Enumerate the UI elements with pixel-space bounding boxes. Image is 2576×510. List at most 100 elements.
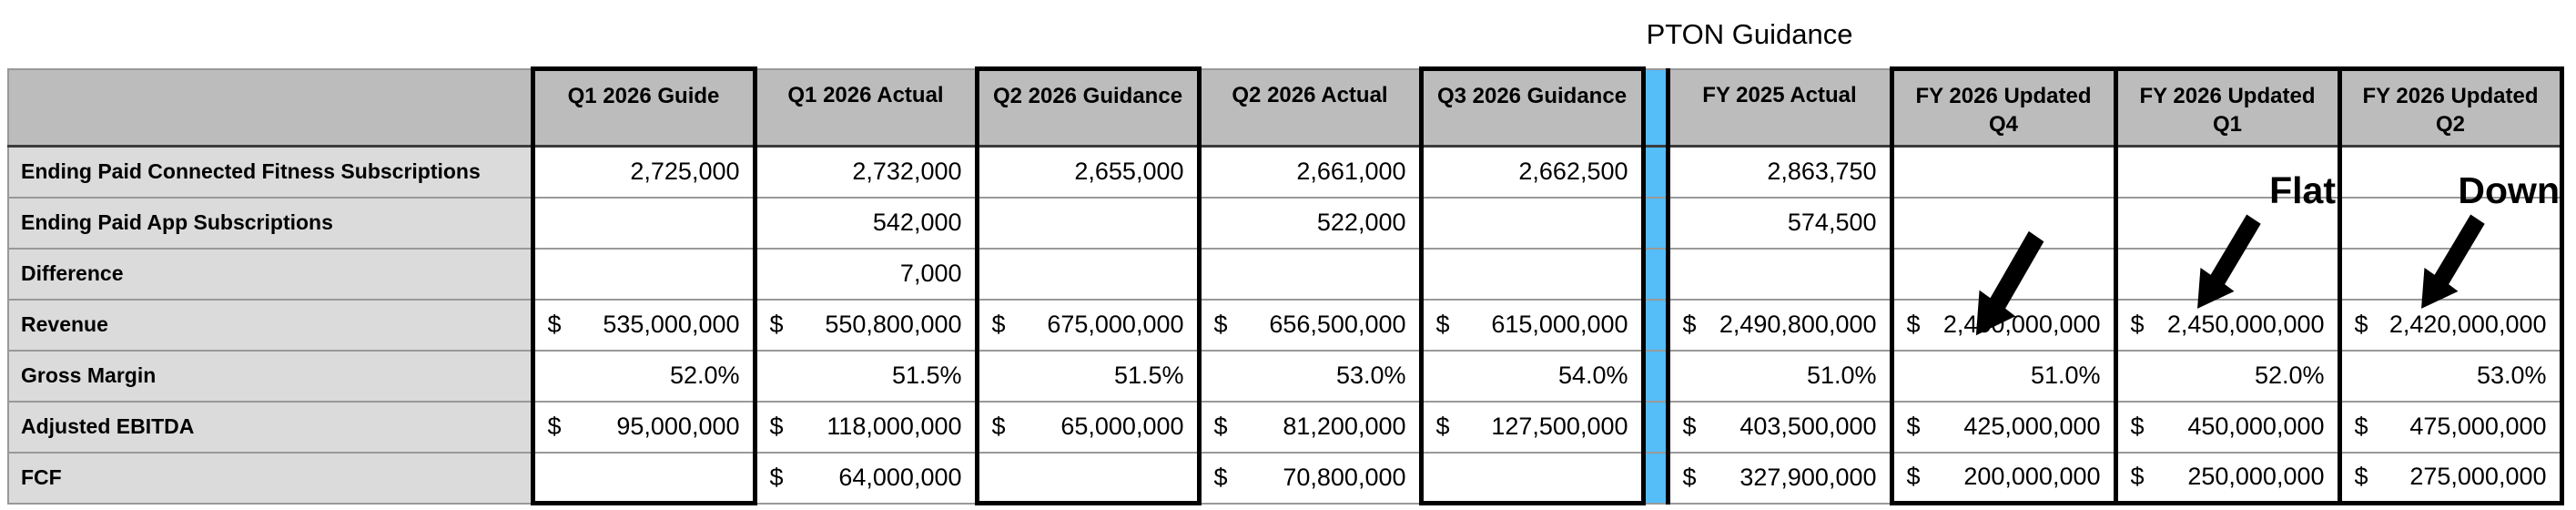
data-cell-q2-2026-guidance[interactable]: [974, 247, 1202, 301]
data-cell-q1-2026-guide[interactable]: $535,000,000: [530, 298, 757, 352]
row-label-cell[interactable]: Difference: [7, 247, 533, 301]
data-cell-q1-2026-guide[interactable]: [530, 247, 757, 301]
header-cell-fy-2026-updated-q1[interactable]: FY 2026 Updated Q1: [2113, 66, 2342, 148]
row-label-cell[interactable]: Gross Margin: [7, 349, 533, 403]
data-cell-fy-2026-updated-q2[interactable]: $2,420,000,000: [2337, 298, 2564, 352]
row-label-cell[interactable]: Adjusted EBITDA: [7, 400, 533, 454]
data-cell-fy-2026-updated-q1[interactable]: $250,000,000: [2113, 451, 2342, 505]
header-row: Q1 2026 Guide Q1 2026 Actual Q2 2026 Guida…: [7, 66, 2564, 148]
data-cell-q2-2026-guidance[interactable]: [974, 196, 1202, 250]
table-row: Adjusted EBITDA $95,000,000 $118,000,000 $6…: [7, 400, 2564, 454]
separator-cell[interactable]: [1642, 298, 1668, 352]
data-cell-fy-2026-updated-q4[interactable]: $200,000,000: [1889, 451, 2118, 505]
data-cell-fy-2025-actual[interactable]: 2,863,750: [1665, 145, 1892, 199]
row-label-cell[interactable]: Ending Paid Connected Fitness Subscripti…: [7, 145, 533, 199]
data-cell-q2-2026-actual[interactable]: 2,661,000: [1198, 145, 1422, 199]
data-cell-fy-2025-actual[interactable]: 574,500: [1665, 196, 1892, 250]
data-cell-q2-2026-guidance[interactable]: [974, 451, 1202, 505]
data-cell-q1-2026-actual[interactable]: 7,000: [754, 247, 978, 301]
data-cell-fy-2026-updated-q1[interactable]: 52.0%: [2113, 349, 2342, 403]
down-annotation: Down: [2458, 169, 2560, 211]
flat-annotation: Flat: [2269, 169, 2336, 211]
data-cell-q1-2026-actual[interactable]: $64,000,000: [754, 451, 978, 505]
data-cell-q3-2026-guidance[interactable]: $615,000,000: [1418, 298, 1646, 352]
row-label-cell[interactable]: FCF: [7, 451, 533, 505]
data-cell-q1-2026-guide[interactable]: [530, 196, 757, 250]
data-cell-q3-2026-guidance[interactable]: [1418, 451, 1646, 505]
data-cell-q1-2026-guide[interactable]: 2,725,000: [530, 145, 757, 199]
data-cell-fy-2026-updated-q2[interactable]: [2337, 196, 2564, 250]
data-cell-q1-2026-guide[interactable]: 52.0%: [530, 349, 757, 403]
header-cell-fy-2025-actual[interactable]: FY 2025 Actual: [1665, 67, 1892, 148]
data-cell-q2-2026-guidance[interactable]: 2,655,000: [974, 145, 1202, 199]
separator-cell[interactable]: [1642, 247, 1668, 301]
data-cell-q1-2026-guide[interactable]: [530, 451, 757, 505]
corner-header-cell[interactable]: [7, 67, 533, 148]
separator-cell[interactable]: [1642, 451, 1668, 505]
data-cell-fy-2026-updated-q4[interactable]: 51.0%: [1889, 349, 2118, 403]
data-cell-q1-2026-actual[interactable]: $118,000,000: [754, 400, 978, 454]
data-cell-q2-2026-actual[interactable]: $656,500,000: [1198, 298, 1422, 352]
separator-cell[interactable]: [1642, 67, 1668, 148]
data-cell-q3-2026-guidance[interactable]: 54.0%: [1418, 349, 1646, 403]
table-row: Ending Paid Connected Fitness Subscripti…: [7, 145, 2564, 199]
header-cell-q1-2026-actual[interactable]: Q1 2026 Actual: [754, 67, 978, 148]
data-cell-fy-2026-updated-q2[interactable]: $275,000,000: [2337, 451, 2564, 505]
data-cell-fy-2026-updated-q1[interactable]: $450,000,000: [2113, 400, 2342, 454]
data-cell-q2-2026-actual[interactable]: 53.0%: [1198, 349, 1422, 403]
data-cell-q3-2026-guidance[interactable]: 2,662,500: [1418, 145, 1646, 199]
separator-cell[interactable]: [1642, 145, 1668, 199]
data-cell-q2-2026-actual[interactable]: [1198, 247, 1422, 301]
table-row: Ending Paid App Subscriptions 542,000 522,…: [7, 196, 2564, 250]
data-cell-q2-2026-actual[interactable]: $81,200,000: [1198, 400, 1422, 454]
separator-cell[interactable]: [1642, 349, 1668, 403]
data-cell-fy-2026-updated-q2[interactable]: $475,000,000: [2337, 400, 2564, 454]
header-cell-q1-2026-guide[interactable]: Q1 2026 Guide: [530, 66, 757, 148]
data-cell-fy-2025-actual[interactable]: [1665, 247, 1892, 301]
separator-cell[interactable]: [1642, 400, 1668, 454]
southwest-arrow-icon: [1964, 228, 2048, 341]
separator-cell[interactable]: [1642, 196, 1668, 250]
header-cell-fy-2026-updated-q2[interactable]: FY 2026 Updated Q2: [2337, 66, 2564, 148]
sheet-title: PTON Guidance: [1646, 18, 1853, 50]
data-cell-q2-2026-guidance[interactable]: 51.5%: [974, 349, 1202, 403]
data-cell-q1-2026-guide[interactable]: $95,000,000: [530, 400, 757, 454]
data-cell-q2-2026-guidance[interactable]: $65,000,000: [974, 400, 1202, 454]
header-cell-fy-2026-updated-q4[interactable]: FY 2026 Updated Q4: [1889, 66, 2118, 148]
data-cell-fy-2026-updated-q4[interactable]: [1889, 196, 2118, 250]
data-cell-q3-2026-guidance[interactable]: [1418, 247, 1646, 301]
data-cell-fy-2026-updated-q1[interactable]: $2,450,000,000: [2113, 298, 2342, 352]
header-cell-q2-2026-guidance[interactable]: Q2 2026 Guidance: [974, 66, 1202, 148]
table-row: Revenue $535,000,000 $550,800,000 $675,000,…: [7, 298, 2564, 352]
data-cell-q2-2026-actual[interactable]: 522,000: [1198, 196, 1422, 250]
data-cell-fy-2025-actual[interactable]: 51.0%: [1665, 349, 1892, 403]
southwest-arrow-icon: [2186, 211, 2265, 313]
data-cell-q1-2026-actual[interactable]: 51.5%: [754, 349, 978, 403]
table-row: Difference 7,000: [7, 247, 2564, 301]
data-cell-fy-2026-updated-q1[interactable]: [2113, 196, 2342, 250]
data-cell-q2-2026-guidance[interactable]: $675,000,000: [974, 298, 1202, 352]
data-cell-fy-2025-actual[interactable]: $327,900,000: [1665, 451, 1892, 505]
guidance-table: Q1 2026 Guide Q1 2026 Actual Q2 2026 Guida…: [7, 66, 2564, 505]
data-cell-fy-2026-updated-q4[interactable]: [1889, 145, 2118, 199]
data-cell-fy-2025-actual[interactable]: $2,490,800,000: [1665, 298, 1892, 352]
data-cell-fy-2026-updated-q2[interactable]: 53.0%: [2337, 349, 2564, 403]
header-cell-q3-2026-guidance[interactable]: Q3 2026 Guidance: [1418, 66, 1646, 148]
data-cell-q3-2026-guidance[interactable]: $127,500,000: [1418, 400, 1646, 454]
data-cell-q1-2026-actual[interactable]: 2,732,000: [754, 145, 978, 199]
data-cell-fy-2026-updated-q4[interactable]: $425,000,000: [1889, 400, 2118, 454]
header-cell-q2-2026-actual[interactable]: Q2 2026 Actual: [1198, 67, 1422, 148]
data-cell-q2-2026-actual[interactable]: $70,800,000: [1198, 451, 1422, 505]
table-row: Gross Margin 52.0% 51.5% 51.5% 53.0% 54.0% 51.…: [7, 349, 2564, 403]
row-label-cell[interactable]: Revenue: [7, 298, 533, 352]
data-cell-q1-2026-actual[interactable]: 542,000: [754, 196, 978, 250]
data-cell-fy-2026-updated-q1[interactable]: [2113, 145, 2342, 199]
data-cell-q3-2026-guidance[interactable]: [1418, 196, 1646, 250]
data-cell-fy-2026-updated-q2[interactable]: [2337, 145, 2564, 199]
table-row: FCF $64,000,000 $70,800,000 $327,900,000 $20…: [7, 451, 2564, 505]
data-cell-fy-2025-actual[interactable]: $403,500,000: [1665, 400, 1892, 454]
southwest-arrow-icon: [2410, 211, 2489, 313]
data-cell-q1-2026-actual[interactable]: $550,800,000: [754, 298, 978, 352]
row-label-cell[interactable]: Ending Paid App Subscriptions: [7, 196, 533, 250]
